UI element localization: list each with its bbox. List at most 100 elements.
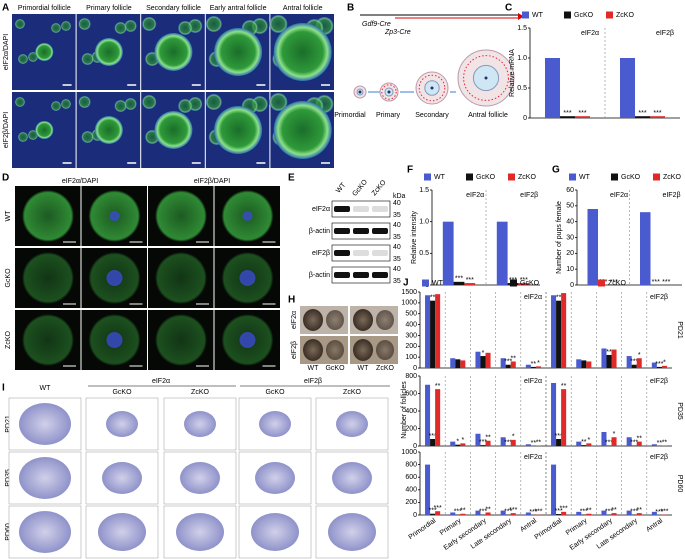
cell (78, 96, 91, 108)
column-title: eIF2β (304, 378, 322, 385)
bar (442, 221, 454, 285)
significance: ** (511, 355, 517, 362)
unit: kDa (393, 193, 406, 200)
cell (142, 95, 157, 109)
bar (576, 359, 582, 368)
ovary (326, 310, 344, 330)
label: Gdf9-Cre (362, 21, 391, 28)
column-title: ZcKO (191, 389, 209, 396)
bar (636, 441, 642, 446)
bar (586, 443, 592, 446)
bar (651, 362, 657, 368)
lane-label: ZcKO (376, 365, 394, 372)
column-title: Early antral follicle (210, 5, 267, 12)
y-tick-label: 200 (405, 343, 417, 350)
nucleus (106, 270, 123, 286)
bar (500, 358, 506, 368)
bar (480, 356, 486, 368)
significance: ** (460, 508, 466, 515)
legend-label: GcKO (574, 12, 594, 19)
ovary (303, 309, 323, 331)
cell (28, 130, 38, 140)
legend-swatch (522, 11, 529, 19)
bar (535, 366, 541, 368)
group-label: eIF2α (524, 454, 542, 461)
band (353, 228, 369, 234)
bar (430, 300, 436, 368)
legend-swatch (606, 11, 613, 19)
y-tick-label: 60 (566, 187, 574, 194)
significance: *** (660, 509, 668, 516)
cell (15, 97, 25, 107)
significance: ** (531, 440, 537, 447)
ovary-section (332, 462, 372, 494)
legend-label: ZcKO (608, 280, 626, 287)
ovary (303, 339, 323, 361)
significance: *** (630, 509, 638, 516)
ovary-section (106, 411, 138, 437)
row-label: PD60 (5, 523, 12, 541)
significance: *** (504, 509, 512, 516)
panel-label: G (552, 165, 560, 176)
legend-swatch (569, 173, 576, 181)
band (353, 250, 369, 256)
panel-label: E (288, 173, 295, 184)
cell (114, 22, 127, 34)
ovary (353, 339, 373, 361)
marker: 35 (393, 278, 401, 285)
ovary-section (184, 411, 216, 437)
y-tick-label: 200 (405, 499, 417, 506)
row-label: GcKO (5, 268, 12, 288)
stage-label: Primordial (334, 112, 366, 119)
significance: *** (520, 277, 528, 284)
panel-label: F (407, 165, 413, 176)
y-tick-label: 0.5 (419, 250, 429, 257)
granulosa (418, 74, 446, 102)
row-label: eIF2β (291, 341, 298, 359)
y-tick-label: 400 (405, 487, 417, 494)
column-title: WT (40, 385, 52, 392)
nucleus (239, 332, 256, 348)
chart-name: PD35 (676, 402, 683, 420)
y-tick-label: 1500 (401, 289, 417, 296)
cell (269, 93, 288, 111)
bar (551, 295, 557, 368)
bar (561, 389, 567, 446)
legend-swatch (510, 279, 517, 287)
y-tick-label: 300 (405, 332, 417, 339)
group-label: eIF2β (650, 454, 668, 461)
y-axis-label: Number of pups female (556, 201, 563, 274)
legend-label: ZcKO (616, 12, 634, 19)
significance: * (587, 437, 590, 444)
cell (15, 19, 25, 29)
follicle (35, 43, 54, 61)
y-tick-label: 100 (405, 354, 417, 361)
bar (435, 294, 441, 368)
bar (460, 443, 466, 446)
y-tick-label: 1000 (401, 449, 417, 456)
bar (450, 512, 456, 515)
category-label: eIF2β (656, 30, 674, 37)
band (334, 228, 350, 234)
bar (525, 364, 531, 368)
ovary-section (19, 457, 71, 499)
oocyte (22, 252, 74, 304)
label: Zp3-Cre (384, 29, 411, 36)
y-tick-label: 0 (523, 115, 527, 122)
bar (475, 433, 481, 446)
significance: *** (560, 506, 568, 513)
bar (430, 513, 436, 515)
oocyte (22, 190, 74, 242)
ovary-section (176, 513, 224, 551)
y-tick-label: 1000 (401, 300, 417, 307)
arrowhead (518, 13, 524, 20)
cell (81, 131, 94, 143)
group-label: eIF2β (650, 378, 668, 385)
cell (205, 16, 222, 32)
marker: 35 (393, 212, 401, 219)
bar (575, 116, 590, 118)
bar (475, 351, 481, 368)
significance: ** (485, 435, 491, 442)
significance: *** (454, 509, 462, 516)
